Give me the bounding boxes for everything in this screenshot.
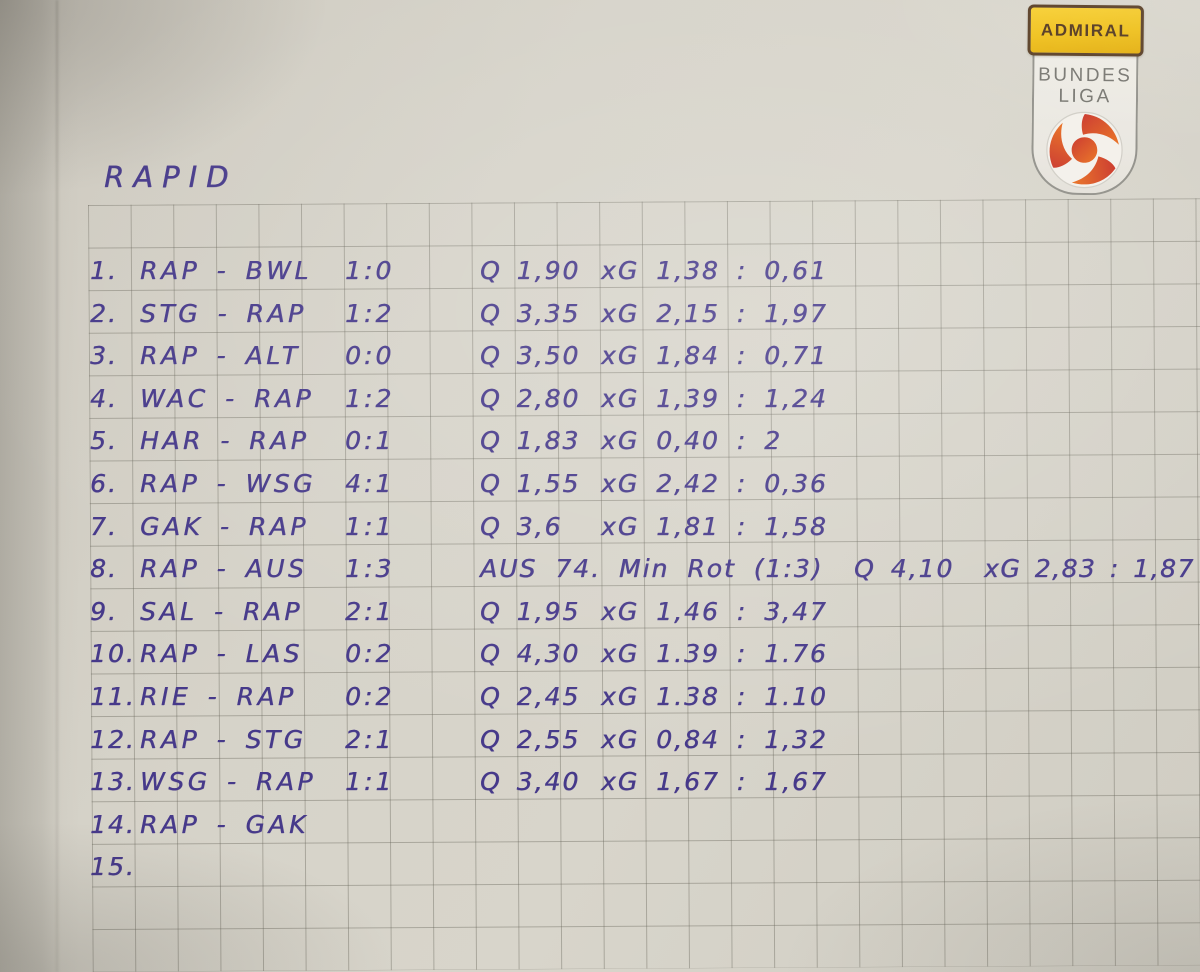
- match-xg: xG 0,40 : 2: [601, 426, 783, 456]
- match-row: 6. RAP - WSG 4:1 Q 1,55 xG 2,42 : 0,36: [88, 464, 1200, 507]
- match-score: 2:1: [345, 724, 395, 754]
- match-odds: Q 2,55: [480, 724, 581, 754]
- row-number: 14.: [90, 809, 136, 839]
- match-odds: Q 2,45: [480, 681, 581, 711]
- row-number: 2.: [90, 298, 118, 328]
- page-title: RAPID: [104, 160, 238, 194]
- match-teams: RIE - RAP: [140, 681, 297, 711]
- row-number: 5.: [90, 426, 118, 456]
- match-xg: xG 1.39 : 1.76: [601, 639, 828, 669]
- match-list: 1. RAP - BWL 1:0 Q 1,90 xG 1,38 : 0,61 2…: [88, 251, 1200, 890]
- bundesliga-wordmark-line1: BUNDES: [1038, 64, 1133, 87]
- match-odds: Q 3,40: [480, 767, 581, 797]
- paper-edge-shadow: [56, 0, 58, 972]
- match-teams: RAP - LAS: [140, 639, 303, 669]
- match-xg: xG 2,42 : 0,36: [601, 468, 828, 498]
- bundesliga-wordmark-line2: LIGA: [1058, 85, 1112, 108]
- match-row: 9. SAL - RAP 2:1 Q 1,95 xG 1,46 : 3,47: [88, 592, 1200, 635]
- match-xg: xG 1,39 : 1,24: [601, 383, 828, 413]
- match-odds: Q 1,83: [480, 426, 581, 456]
- match-xg: xG 0,84 : 1,32: [601, 724, 828, 754]
- admiral-badge: ADMIRAL: [1027, 4, 1144, 57]
- match-teams: SAL - RAP: [140, 596, 303, 626]
- match-score: 1:2: [345, 383, 395, 413]
- football-swirl-icon: [1046, 111, 1123, 189]
- match-row: 15.: [88, 847, 1200, 890]
- match-xg: xG 1,38 : 0,61: [601, 256, 828, 285]
- match-teams: RAP - STG: [140, 724, 307, 754]
- match-score: 1:0: [345, 256, 395, 285]
- match-odds: Q 4,10: [854, 554, 955, 584]
- admiral-bundesliga-logo: ADMIRAL BUNDES LIGA: [1026, 4, 1144, 196]
- match-odds: Q 3,6: [480, 511, 563, 541]
- match-xg: xG 1,67 : 1,67: [601, 767, 828, 797]
- match-xg: xG 2,83 : 1,87: [984, 554, 1195, 584]
- match-row: 1. RAP - BWL 1:0 Q 1,90 xG 1,38 : 0,61: [88, 251, 1200, 294]
- match-row: 5. HAR - RAP 0:1 Q 1,83 xG 0,40 : 2: [88, 421, 1200, 464]
- match-xg: xG 1,84 : 0,71: [601, 341, 828, 371]
- match-row: 12. RAP - STG 2:1 Q 2,55 xG 0,84 : 1,32: [88, 720, 1200, 763]
- match-row: 14. RAP - GAK: [88, 805, 1200, 848]
- admiral-wordmark: ADMIRAL: [1040, 20, 1131, 40]
- match-note: AUS 74. Min Rot (1:3): [480, 554, 824, 584]
- match-teams: RAP - WSG: [140, 468, 316, 498]
- match-teams: STG - RAP: [140, 298, 307, 328]
- row-number: 1.: [90, 256, 118, 285]
- match-teams: RAP - BWL: [140, 256, 312, 285]
- match-score: 0:1: [345, 426, 395, 456]
- match-row: 2. STG - RAP 1:2 Q 3,35 xG 2,15 : 1,97: [88, 294, 1200, 337]
- match-odds: Q 1,55: [480, 468, 581, 498]
- match-score: 1:3: [345, 554, 395, 584]
- match-score: 0:2: [345, 681, 395, 711]
- row-number: 13.: [90, 767, 136, 797]
- row-number: 15.: [90, 852, 136, 882]
- match-xg: xG 1,81 : 1,58: [601, 511, 828, 541]
- match-score: 1:1: [345, 767, 395, 797]
- row-number: 3.: [90, 341, 118, 371]
- row-number: 12.: [90, 724, 136, 754]
- row-number: 6.: [90, 468, 118, 498]
- match-xg: xG 1,46 : 3,47: [601, 596, 828, 626]
- row-number: 11.: [90, 681, 136, 711]
- match-odds: Q 2,80: [480, 383, 581, 413]
- match-teams: RAP - GAK: [140, 809, 309, 839]
- match-odds: Q 4,30: [480, 639, 581, 669]
- match-score: 0:0: [345, 341, 395, 371]
- row-number: 8.: [90, 554, 118, 584]
- match-score: 1:2: [345, 298, 395, 328]
- match-teams: WAC - RAP: [140, 383, 314, 413]
- match-teams: GAK - RAP: [140, 511, 309, 541]
- match-row: 4. WAC - RAP 1:2 Q 2,80 xG 1,39 : 1,24: [88, 379, 1200, 422]
- match-teams: RAP - AUS: [140, 554, 308, 584]
- match-odds: Q 1,95: [480, 596, 581, 626]
- match-row: 10. RAP - LAS 0:2 Q 4,30 xG 1.39 : 1.76: [88, 634, 1200, 677]
- match-xg: xG 2,15 : 1,97: [601, 298, 828, 328]
- match-row: 8. RAP - AUS 1:3 AUS 74. Min Rot (1:3) Q…: [88, 549, 1200, 592]
- row-number: 4.: [90, 383, 118, 413]
- match-xg: xG 1.38 : 1.10: [601, 681, 828, 711]
- match-score: 2:1: [345, 596, 395, 626]
- match-score: 1:1: [345, 511, 395, 541]
- bundesliga-shield: BUNDES LIGA: [1031, 52, 1139, 196]
- match-odds: Q 3,35: [480, 298, 581, 328]
- match-row: 3. RAP - ALT 0:0 Q 3,50 xG 1,84 : 0,71: [88, 336, 1200, 379]
- row-number: 9.: [90, 596, 118, 626]
- match-odds: Q 3,50: [480, 341, 581, 371]
- match-row: 13. WSG - RAP 1:1 Q 3,40 xG 1,67 : 1,67: [88, 762, 1200, 805]
- match-teams: WSG - RAP: [140, 767, 316, 797]
- match-odds: Q 1,90: [480, 256, 581, 285]
- row-number: 10.: [90, 639, 136, 669]
- match-row: 11. RIE - RAP 0:2 Q 2,45 xG 1.38 : 1.10: [88, 677, 1200, 720]
- match-row: 7. GAK - RAP 1:1 Q 3,6 xG 1,81 : 1,58: [88, 507, 1200, 550]
- row-number: 7.: [90, 511, 118, 541]
- match-teams: RAP - ALT: [140, 341, 301, 371]
- match-teams: HAR - RAP: [140, 426, 310, 456]
- match-score: 4:1: [345, 468, 395, 498]
- match-score: 0:2: [345, 639, 395, 669]
